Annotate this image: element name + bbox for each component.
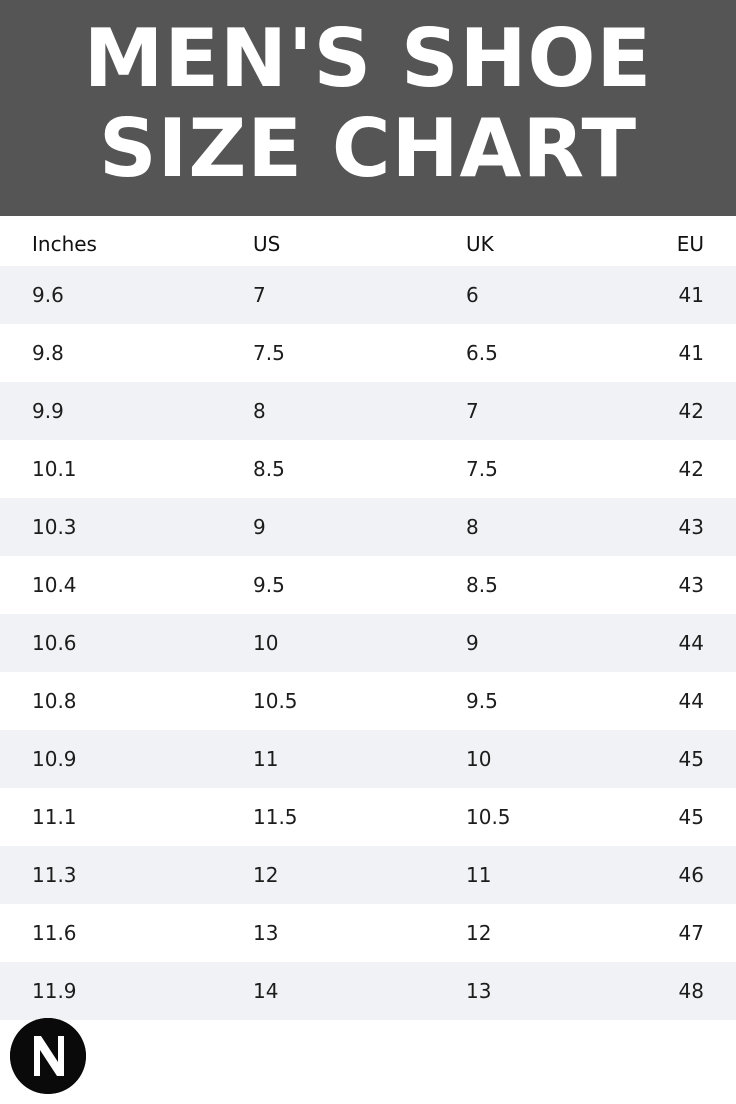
cell-us: 12 bbox=[253, 863, 279, 887]
cell-eu: 44 bbox=[678, 631, 704, 655]
header-uk: UK bbox=[466, 232, 494, 256]
cell-us: 7 bbox=[253, 283, 266, 307]
header-us: US bbox=[253, 232, 281, 256]
size-chart-table: Inches US UK EU 9.6 7 6 41 9.8 7.5 6.5 4… bbox=[0, 216, 736, 1020]
cell-eu: 41 bbox=[678, 341, 704, 365]
table-row: 10.4 9.5 8.5 43 bbox=[0, 556, 736, 614]
cell-eu: 43 bbox=[678, 515, 704, 539]
header-eu: EU bbox=[676, 232, 704, 256]
cell-inches: 10.6 bbox=[32, 631, 77, 655]
table-row: 9.8 7.5 6.5 41 bbox=[0, 324, 736, 382]
table-row: 10.3 9 8 43 bbox=[0, 498, 736, 556]
table-header-row: Inches US UK EU bbox=[0, 216, 736, 266]
table-row: 10.9 11 10 45 bbox=[0, 730, 736, 788]
cell-inches: 10.9 bbox=[32, 747, 77, 771]
cell-uk: 6.5 bbox=[466, 341, 498, 365]
table-row: 9.6 7 6 41 bbox=[0, 266, 736, 324]
cell-uk: 12 bbox=[466, 921, 492, 945]
cell-eu: 46 bbox=[678, 863, 704, 887]
cell-us: 13 bbox=[253, 921, 279, 945]
cell-us: 8 bbox=[253, 399, 266, 423]
cell-eu: 47 bbox=[678, 921, 704, 945]
cell-uk: 11 bbox=[466, 863, 492, 887]
cell-uk: 9 bbox=[466, 631, 479, 655]
table-row: 9.9 8 7 42 bbox=[0, 382, 736, 440]
brand-n-logo-icon bbox=[10, 1018, 86, 1094]
cell-eu: 42 bbox=[678, 457, 704, 481]
cell-uk: 10.5 bbox=[466, 805, 511, 829]
table-row: 10.8 10.5 9.5 44 bbox=[0, 672, 736, 730]
cell-us: 10 bbox=[253, 631, 279, 655]
cell-us: 10.5 bbox=[253, 689, 298, 713]
cell-inches: 10.1 bbox=[32, 457, 77, 481]
table-row: 11.3 12 11 46 bbox=[0, 846, 736, 904]
cell-eu: 48 bbox=[678, 979, 704, 1003]
cell-inches: 11.6 bbox=[32, 921, 77, 945]
cell-us: 11 bbox=[253, 747, 279, 771]
cell-us: 9 bbox=[253, 515, 266, 539]
cell-inches: 10.3 bbox=[32, 515, 77, 539]
table-row: 11.1 11.5 10.5 45 bbox=[0, 788, 736, 846]
cell-uk: 9.5 bbox=[466, 689, 498, 713]
cell-uk: 7 bbox=[466, 399, 479, 423]
table-row: 10.6 10 9 44 bbox=[0, 614, 736, 672]
title-banner: MEN'S SHOE SIZE CHART bbox=[0, 0, 736, 216]
cell-eu: 43 bbox=[678, 573, 704, 597]
page-title-line-2: SIZE CHART bbox=[98, 102, 638, 195]
cell-eu: 44 bbox=[678, 689, 704, 713]
cell-uk: 7.5 bbox=[466, 457, 498, 481]
cell-eu: 45 bbox=[678, 747, 704, 771]
brand-logo bbox=[10, 1018, 86, 1094]
cell-inches: 10.4 bbox=[32, 573, 77, 597]
cell-inches: 10.8 bbox=[32, 689, 77, 713]
cell-uk: 10 bbox=[466, 747, 492, 771]
cell-us: 14 bbox=[253, 979, 279, 1003]
page-title-line-1: MEN'S SHOE bbox=[83, 12, 653, 105]
table-row: 11.9 14 13 48 bbox=[0, 962, 736, 1020]
cell-eu: 41 bbox=[678, 283, 704, 307]
cell-eu: 45 bbox=[678, 805, 704, 829]
cell-inches: 11.3 bbox=[32, 863, 77, 887]
cell-inches: 9.8 bbox=[32, 341, 64, 365]
table-row: 11.6 13 12 47 bbox=[0, 904, 736, 962]
cell-inches: 11.1 bbox=[32, 805, 77, 829]
cell-eu: 42 bbox=[678, 399, 704, 423]
cell-uk: 6 bbox=[466, 283, 479, 307]
cell-us: 8.5 bbox=[253, 457, 285, 481]
cell-inches: 9.6 bbox=[32, 283, 64, 307]
header-inches: Inches bbox=[32, 232, 97, 256]
cell-uk: 8 bbox=[466, 515, 479, 539]
cell-uk: 13 bbox=[466, 979, 492, 1003]
cell-us: 11.5 bbox=[253, 805, 298, 829]
cell-uk: 8.5 bbox=[466, 573, 498, 597]
cell-inches: 9.9 bbox=[32, 399, 64, 423]
cell-inches: 11.9 bbox=[32, 979, 77, 1003]
cell-us: 7.5 bbox=[253, 341, 285, 365]
table-row: 10.1 8.5 7.5 42 bbox=[0, 440, 736, 498]
cell-us: 9.5 bbox=[253, 573, 285, 597]
